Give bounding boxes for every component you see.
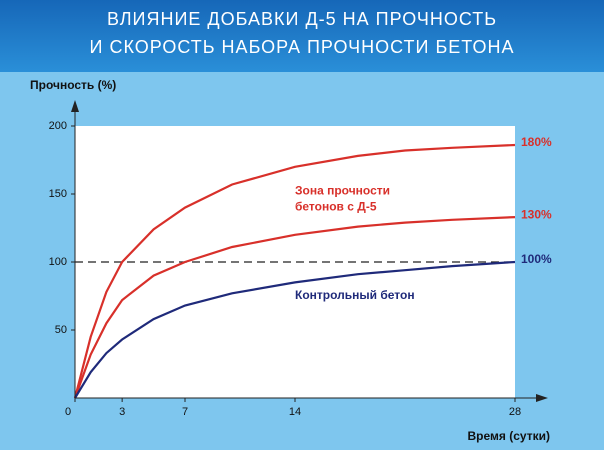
- y-axis-arrow: [71, 100, 79, 112]
- x-axis-arrow: [536, 394, 548, 402]
- y-tick-label: 100: [49, 256, 67, 268]
- title-line: И СКОРОСТЬ НАБОРА ПРОЧНОСТИ БЕТОНА: [90, 37, 515, 57]
- legend-label: 130%: [521, 207, 552, 221]
- legend-label: 180%: [521, 135, 552, 149]
- y-tick-label: 150: [49, 188, 67, 200]
- x-axis-label: Время (сутки): [468, 429, 550, 443]
- x-tick-label: 28: [509, 406, 521, 418]
- series-line: [74, 260, 516, 399]
- x-tick-label: 14: [289, 406, 301, 418]
- series-line: [73, 216, 516, 399]
- title-line: ВЛИЯНИЕ ДОБАВКИ Д-5 НА ПРОЧНОСТЬ: [107, 9, 497, 29]
- header: [0, 0, 604, 72]
- plot: 50 100 150 200 0 3 7 14 28: [49, 120, 521, 418]
- series-line: [73, 143, 516, 399]
- annotation: Зона прочности: [295, 183, 390, 197]
- x-tick-label: 3: [119, 406, 125, 418]
- y-tick-label: 200: [49, 120, 67, 132]
- annotation: бетонов с Д-5: [295, 199, 377, 213]
- y-tick-label: 50: [55, 324, 67, 336]
- legend-label: 100%: [521, 252, 552, 266]
- annotation: Контрольный бетон: [295, 288, 415, 302]
- y-axis-label: Прочность (%): [30, 78, 116, 92]
- x-tick-label: 7: [182, 406, 188, 418]
- x-tick-label: 0: [65, 406, 71, 418]
